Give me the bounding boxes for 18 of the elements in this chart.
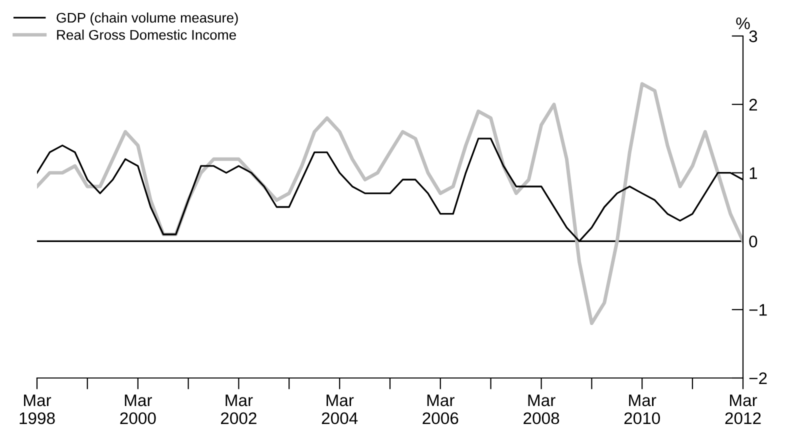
y-tick-label: −1 bbox=[749, 304, 767, 316]
x-tick-label: Mar 2010 bbox=[624, 394, 660, 424]
x-tick-label: Mar 2002 bbox=[220, 394, 256, 424]
legend-label: GDP (chain volume measure) bbox=[56, 12, 238, 26]
x-tick-label: Mar 2008 bbox=[524, 394, 560, 424]
x-tick-label: Mar 1998 bbox=[20, 394, 55, 424]
x-tick-label: Mar 2012 bbox=[725, 394, 761, 424]
y-tick-label: 3 bbox=[749, 30, 758, 42]
x-tick-label: Mar 2000 bbox=[120, 394, 156, 424]
y-tick-label: 2 bbox=[749, 98, 757, 110]
y-tick-label: −2 bbox=[749, 372, 767, 384]
legend-label: Real Gross Domestic Income bbox=[57, 30, 236, 40]
x-tick-label: Mar 2006 bbox=[422, 394, 458, 424]
y-tick-label: 0 bbox=[749, 236, 758, 248]
y-tick-label: 1 bbox=[750, 167, 758, 179]
x-tick-label: Mar 2004 bbox=[322, 394, 358, 424]
line-series bbox=[37, 82, 743, 326]
y-axis-title: % bbox=[736, 18, 750, 30]
